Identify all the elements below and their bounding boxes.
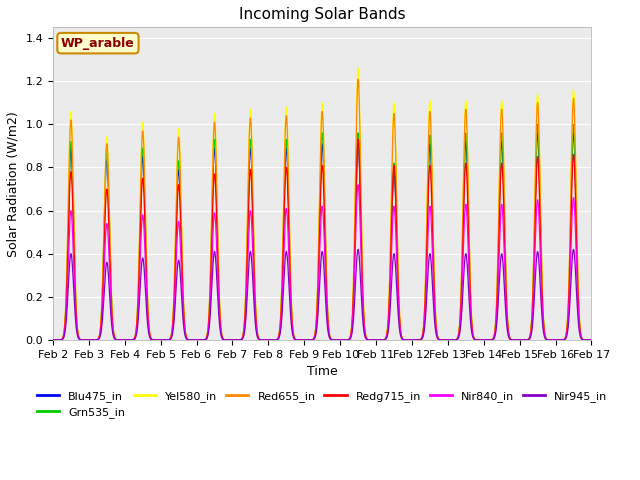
Legend: Blu475_in, Grn535_in, Yel580_in, Red655_in, Redg715_in, Nir840_in, Nir945_in: Blu475_in, Grn535_in, Yel580_in, Red655_… bbox=[33, 386, 612, 422]
Y-axis label: Solar Radiation (W/m2): Solar Radiation (W/m2) bbox=[7, 111, 20, 256]
Text: WP_arable: WP_arable bbox=[61, 36, 135, 49]
X-axis label: Time: Time bbox=[307, 365, 337, 378]
Title: Incoming Solar Bands: Incoming Solar Bands bbox=[239, 7, 406, 22]
